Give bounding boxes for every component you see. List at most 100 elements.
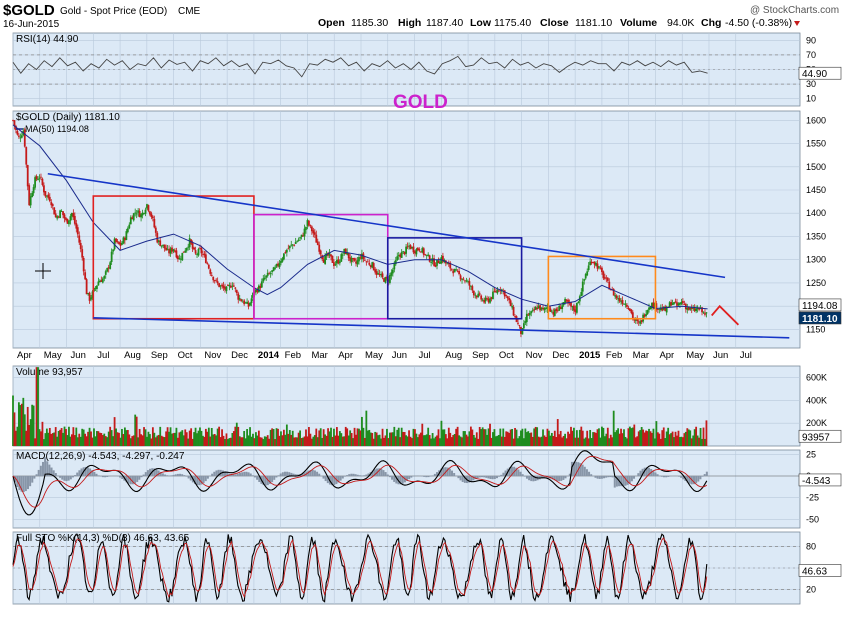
volume-bar (471, 429, 474, 446)
volume-bar (13, 412, 16, 446)
candle-body (658, 308, 661, 310)
volume-bar (436, 435, 438, 446)
volume-bar (624, 436, 627, 446)
candle-body (17, 135, 20, 137)
volume-bar (243, 430, 246, 446)
macd-histogram-bar (363, 475, 366, 476)
candle-body (408, 245, 410, 247)
volume-bar (652, 428, 655, 446)
candle-body (249, 302, 251, 306)
volume-bar (35, 367, 38, 446)
macd-histogram-bar (487, 476, 490, 479)
candle-body (651, 303, 653, 308)
macd-histogram-bar (410, 476, 413, 478)
macd-histogram-bar (386, 474, 389, 476)
volume-bar (140, 434, 142, 446)
volume-bar (325, 435, 328, 446)
volume-bar (540, 436, 543, 446)
candle-body (497, 290, 500, 292)
macd-histogram-bar (553, 476, 556, 481)
volume-bar (96, 431, 98, 446)
candle-body (608, 281, 611, 290)
volume-bar (253, 438, 256, 446)
candle-body (598, 266, 600, 268)
volume-bar (503, 436, 506, 446)
candle-body (489, 298, 491, 303)
candle-body (449, 262, 452, 269)
volume-bar (300, 438, 303, 446)
macd-histogram-bar (39, 465, 42, 476)
macd-histogram-bar (311, 469, 314, 476)
candle-body (643, 314, 646, 317)
candle-body (344, 248, 347, 255)
macd-histogram-bar (247, 472, 250, 476)
candle-body (405, 246, 407, 254)
volume-bar (44, 433, 47, 446)
macd-histogram-bar (275, 476, 278, 478)
candle-body (593, 262, 596, 265)
candle-body (645, 314, 647, 316)
macd-histogram-bar (232, 474, 235, 476)
month-label: Jun (71, 350, 86, 361)
last-value-label: 46.63 (802, 566, 827, 577)
volume-bar (626, 438, 628, 446)
candle-body (468, 281, 471, 286)
volume-value: 94.0K (667, 17, 694, 29)
volume-bar (387, 438, 390, 446)
volume-bar (106, 437, 109, 446)
macd-histogram-bar (423, 476, 426, 477)
macd-histogram-bar (18, 476, 21, 491)
candle-body (615, 295, 618, 299)
volume-bar (334, 435, 337, 446)
macd-histogram-bar (170, 475, 173, 476)
macd-histogram-bar (343, 476, 346, 477)
macd-histogram-bar (476, 476, 479, 479)
y-tick-label: -25 (806, 493, 819, 503)
volume-bar (414, 429, 416, 446)
candle-body (503, 290, 506, 297)
volume-bar (654, 438, 656, 446)
down-triangle-icon (794, 21, 800, 26)
candle-body (380, 274, 382, 276)
macd-histogram-bar (583, 466, 586, 476)
volume-bar (587, 438, 590, 446)
candle-body (649, 306, 652, 309)
candle-body (32, 187, 35, 194)
candle-body (154, 227, 157, 233)
macd-histogram-bar (594, 476, 597, 478)
macd-histogram-bar (224, 471, 227, 476)
candle-body (508, 298, 511, 301)
candle-body (147, 205, 150, 211)
macd-histogram-bar (292, 473, 295, 476)
macd-histogram-bar (495, 476, 498, 479)
macd-histogram-bar (301, 473, 304, 476)
candle-body (419, 251, 422, 253)
candle-body (574, 309, 577, 313)
macd-histogram-bar (215, 470, 218, 476)
candle-body (75, 223, 78, 229)
macd-histogram-bar (585, 469, 588, 476)
volume-bar (418, 434, 421, 446)
candle-body (103, 276, 106, 279)
candle-body (277, 263, 279, 266)
candle-body (686, 308, 689, 310)
volume-bar (683, 433, 686, 446)
volume-bar (103, 433, 106, 446)
macd-histogram-bar (155, 469, 158, 476)
volume-bar (452, 435, 455, 446)
candle-body (149, 211, 151, 215)
volume-bar (368, 429, 371, 446)
candle-body (475, 295, 478, 298)
volume-bar (137, 437, 140, 446)
volume-bar (611, 437, 614, 446)
panel-title: RSI(14) 44.90 (16, 34, 79, 45)
macd-histogram-bar (52, 470, 55, 476)
candle-body (146, 204, 148, 209)
volume-bar (259, 437, 262, 446)
candle-body (70, 213, 73, 217)
macd-histogram-bar (101, 476, 104, 478)
candle-body (134, 212, 137, 214)
month-label: Mar (311, 350, 327, 361)
candle-body (110, 251, 113, 262)
candle-body (543, 307, 546, 310)
